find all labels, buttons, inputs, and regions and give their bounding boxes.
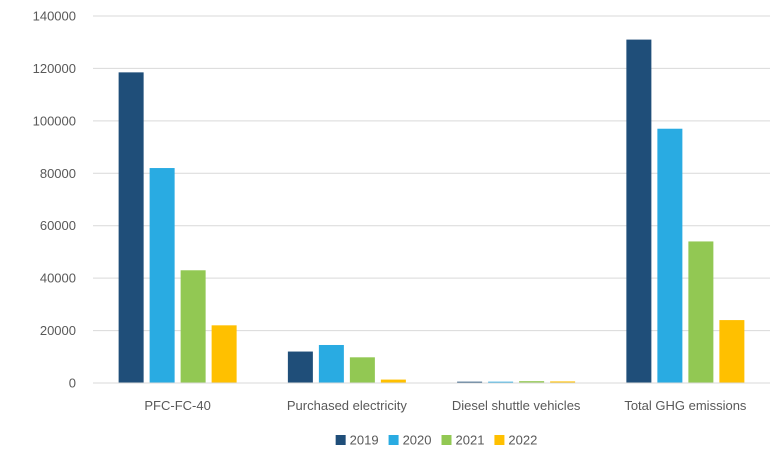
legend-label: 2022: [508, 433, 537, 448]
bar-2019-2: [457, 381, 483, 383]
bar-2022-1: [380, 379, 406, 383]
y-tick-label: 0: [69, 376, 76, 391]
bar-2020-2: [488, 381, 514, 383]
y-tick-label: 120000: [33, 61, 76, 76]
bar-2020-0: [149, 168, 175, 383]
bar-2020-1: [318, 344, 344, 383]
legend-label: 2021: [456, 433, 485, 448]
x-category-label: Total GHG emissions: [624, 398, 747, 413]
legend-label: 2020: [403, 433, 432, 448]
bar-2020-3: [657, 128, 683, 383]
bar-2021-1: [349, 357, 375, 383]
legend-swatch-2019: [335, 435, 346, 445]
bar-2022-3: [719, 320, 745, 383]
x-category-label: Diesel shuttle vehicles: [452, 398, 581, 413]
bars: [118, 39, 745, 383]
x-category-label: Purchased electricity: [287, 398, 407, 413]
legend-swatch-2022: [494, 435, 505, 445]
y-tick-label: 20000: [40, 323, 76, 338]
bar-2021-3: [688, 241, 714, 383]
bar-2022-0: [211, 325, 237, 383]
legend-label: 2019: [350, 433, 379, 448]
x-axis-category-labels: PFC-FC-40 Purchased electricity Diesel shu…: [144, 398, 747, 413]
x-category-label: PFC-FC-40: [144, 398, 210, 413]
bar-2022-2: [550, 381, 576, 383]
y-tick-label: 40000: [40, 271, 76, 286]
y-tick-label: 140000: [33, 9, 76, 24]
bar-2019-0: [118, 72, 144, 383]
legend-swatch-2021: [441, 435, 452, 445]
bar-2019-1: [287, 351, 313, 383]
bar-2021-0: [180, 270, 206, 383]
gridlines: [93, 15, 770, 332]
bar-2019-3: [626, 39, 652, 383]
y-tick-label: 60000: [40, 218, 76, 233]
bar-2021-2: [519, 381, 545, 383]
y-tick-label: 100000: [33, 113, 76, 128]
y-axis-tick-labels: 0 20000 40000 60000 80000 100000 120000 140000: [33, 9, 76, 391]
legend-swatch-2020: [388, 435, 399, 445]
y-tick-label: 80000: [40, 166, 76, 181]
legend: 2019 2020 2021 2022: [335, 433, 537, 448]
